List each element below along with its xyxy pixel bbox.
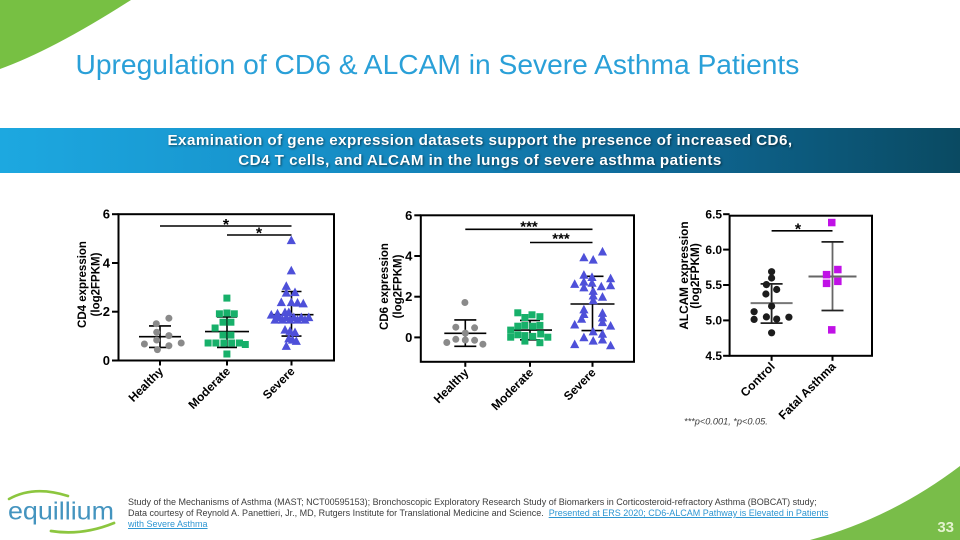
svg-text:ALCAM expression: ALCAM expression	[677, 221, 691, 329]
svg-text:2: 2	[103, 304, 110, 319]
svg-text:Moderate: Moderate	[489, 365, 537, 413]
svg-text:Severe: Severe	[561, 365, 599, 403]
svg-text:***: ***	[520, 219, 538, 236]
svg-text:Healthy: Healthy	[126, 364, 167, 405]
svg-text:Moderate: Moderate	[186, 364, 234, 412]
svg-text:*: *	[256, 226, 263, 243]
svg-text:equillium: equillium	[8, 498, 114, 526]
svg-text:*: *	[795, 222, 802, 239]
svg-text:2: 2	[405, 289, 412, 304]
svg-text:0: 0	[405, 330, 412, 345]
svg-text:6: 6	[405, 208, 412, 223]
svg-text:6.5: 6.5	[705, 207, 722, 221]
svg-text:4: 4	[405, 249, 413, 264]
svg-text:(log2FPKM): (log2FPKM)	[688, 243, 702, 309]
svg-text:5.5: 5.5	[705, 278, 722, 292]
svg-text:***p<0.001, *p<0.05.: ***p<0.001, *p<0.05.	[684, 417, 768, 427]
svg-text:*: *	[223, 217, 230, 234]
svg-text:4.5: 4.5	[705, 349, 722, 363]
svg-text:0: 0	[103, 353, 110, 368]
svg-text:(log2FPKM): (log2FPKM)	[393, 254, 405, 318]
svg-text:6.0: 6.0	[705, 243, 722, 257]
svg-text:6: 6	[103, 207, 110, 222]
svg-text:***: ***	[552, 231, 570, 248]
svg-text:CD4 expression: CD4 expression	[77, 241, 89, 328]
svg-text:Fatal Asthma: Fatal Asthma	[776, 359, 839, 422]
svg-text:Severe: Severe	[260, 364, 298, 402]
svg-text:(log2FPKM): (log2FPKM)	[91, 252, 103, 316]
svg-text:Control: Control	[738, 360, 778, 400]
svg-text:5.0: 5.0	[705, 314, 722, 328]
svg-text:Healthy: Healthy	[431, 365, 472, 406]
svg-text:4: 4	[103, 256, 111, 271]
svg-text:CD6 expression: CD6 expression	[379, 243, 391, 330]
